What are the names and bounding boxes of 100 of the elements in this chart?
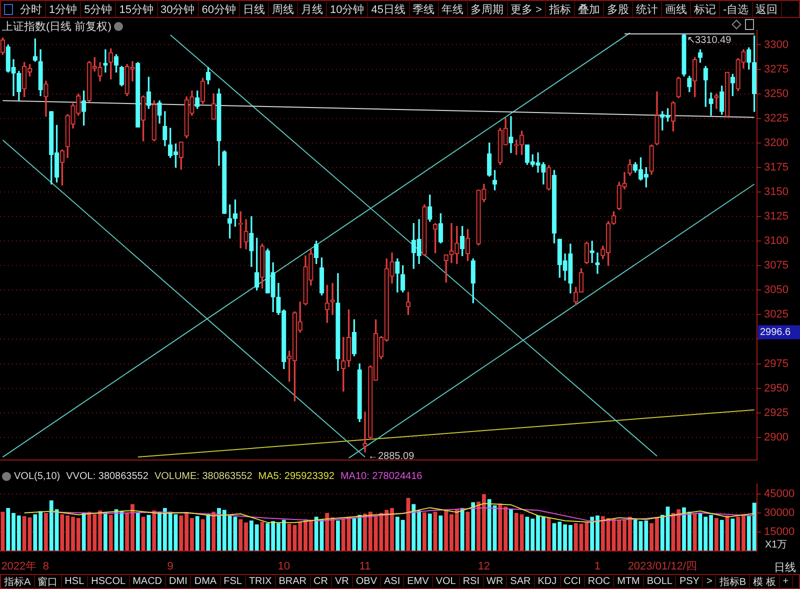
chart-title: 上证指数(日线 前复权) — [2, 20, 112, 34]
text: HSL — [62, 576, 88, 587]
bar — [108, 514, 113, 551]
y-tick-label: 3125 — [764, 210, 788, 223]
text: SAR — [507, 576, 535, 587]
bar — [0, 512, 5, 551]
bar — [195, 516, 200, 551]
text: OBV — [352, 576, 382, 587]
bar — [206, 514, 210, 551]
text: 30分钟 — [158, 2, 199, 16]
text: 标记 — [690, 2, 720, 16]
bar — [714, 518, 718, 551]
y-tick-label: 3100 — [764, 235, 788, 248]
bar — [428, 514, 432, 551]
text: MA10: 278024416 — [340, 471, 422, 482]
y-tick-label: 3250 — [764, 88, 788, 100]
text: MA5: 295923392 — [258, 471, 334, 482]
text: VOLUME: 380863552 — [154, 471, 252, 482]
text: VOL — [432, 576, 460, 587]
text: EMV — [404, 576, 433, 587]
annotation: ↖3310.49 — [687, 35, 732, 46]
x-tick-label: 9 — [167, 560, 174, 572]
text: VVOL: 380863552 — [66, 471, 148, 482]
text: 统计 — [632, 2, 662, 16]
text: 指标A — [1, 574, 35, 588]
text: 多周期 — [468, 2, 508, 16]
text: 窗口 — [34, 574, 62, 588]
bar — [471, 502, 476, 551]
y-tick-label: 15000 — [764, 526, 795, 538]
bar — [460, 508, 464, 551]
text: 日线 — [240, 2, 269, 16]
bar — [82, 512, 86, 551]
x-tick-label: 2022年 — [1, 560, 37, 572]
text: CCI — [560, 576, 585, 587]
text: 60分钟 — [198, 2, 240, 16]
text: 多股 — [604, 2, 633, 16]
text: BRAR — [276, 576, 311, 587]
text: + — [780, 576, 793, 587]
y-tick-label: 2950 — [764, 382, 788, 394]
bar — [438, 516, 443, 551]
text: CR — [310, 576, 332, 587]
bar — [212, 512, 216, 551]
text: 画线 — [662, 2, 691, 16]
bar — [692, 514, 697, 551]
y-tick-label: 30000 — [764, 507, 795, 520]
text: -自选 — [720, 2, 753, 16]
x-tick-label: 1 — [594, 560, 601, 572]
text: 45日线 — [368, 2, 410, 16]
bar — [730, 518, 735, 551]
y-axis-title: X1万 — [765, 540, 788, 551]
text: BOLL — [644, 576, 676, 587]
text: 季线 — [410, 2, 438, 16]
bar — [103, 512, 108, 551]
chart-title: VOL(5,10) — [14, 471, 60, 482]
text: 10分钟 — [327, 2, 368, 16]
y-tick-label: 2925 — [764, 406, 788, 419]
text: MTM — [614, 576, 644, 587]
bar — [44, 512, 48, 551]
text: 日线 — [774, 561, 796, 575]
candlestick — [508, 116, 514, 154]
text: HSCOL — [88, 576, 130, 587]
annotation: ←2885.09 — [368, 450, 415, 462]
text: 2996.6 — [760, 327, 792, 338]
y-tick-label: 3300 — [764, 38, 788, 51]
candlestick — [330, 282, 335, 316]
text: ROC — [584, 576, 614, 587]
bar — [509, 509, 513, 551]
text: 分时 — [17, 2, 46, 16]
text: 5分钟 — [81, 2, 116, 16]
text: 周线 — [269, 2, 298, 16]
text: 叠加 — [574, 2, 604, 16]
y-tick-label: 3075 — [764, 260, 788, 272]
text: 模 板 — [750, 574, 780, 588]
text: 指标 — [546, 2, 575, 16]
text: KDJ — [534, 576, 561, 587]
candlestick — [708, 92, 714, 116]
text: WR — [484, 576, 508, 587]
y-tick-label: 2900 — [764, 431, 788, 444]
text: DMI — [166, 576, 192, 587]
x-tick-label: 10 — [278, 560, 290, 572]
bar — [546, 518, 551, 551]
bar — [136, 512, 140, 551]
x-tick-label: 8 — [42, 560, 50, 572]
y-tick-label: 3150 — [764, 186, 788, 198]
text: FSL — [220, 576, 246, 587]
bar — [433, 512, 438, 551]
y-tick-label: 45000 — [764, 488, 795, 500]
bar — [720, 520, 724, 551]
candlestick — [362, 412, 368, 452]
y-tick-label: 3275 — [764, 63, 788, 76]
x-tick-label: 12 — [478, 560, 490, 572]
text: 1分钟 — [46, 2, 82, 16]
text: RSI — [460, 576, 484, 587]
y-tick-label: 3225 — [764, 112, 788, 124]
y-tick-label: 3050 — [764, 284, 788, 296]
bar — [466, 512, 470, 551]
text: 返回 — [752, 2, 782, 16]
text: PSY — [676, 576, 704, 587]
bar — [336, 520, 340, 551]
text: TRIX — [246, 576, 276, 587]
